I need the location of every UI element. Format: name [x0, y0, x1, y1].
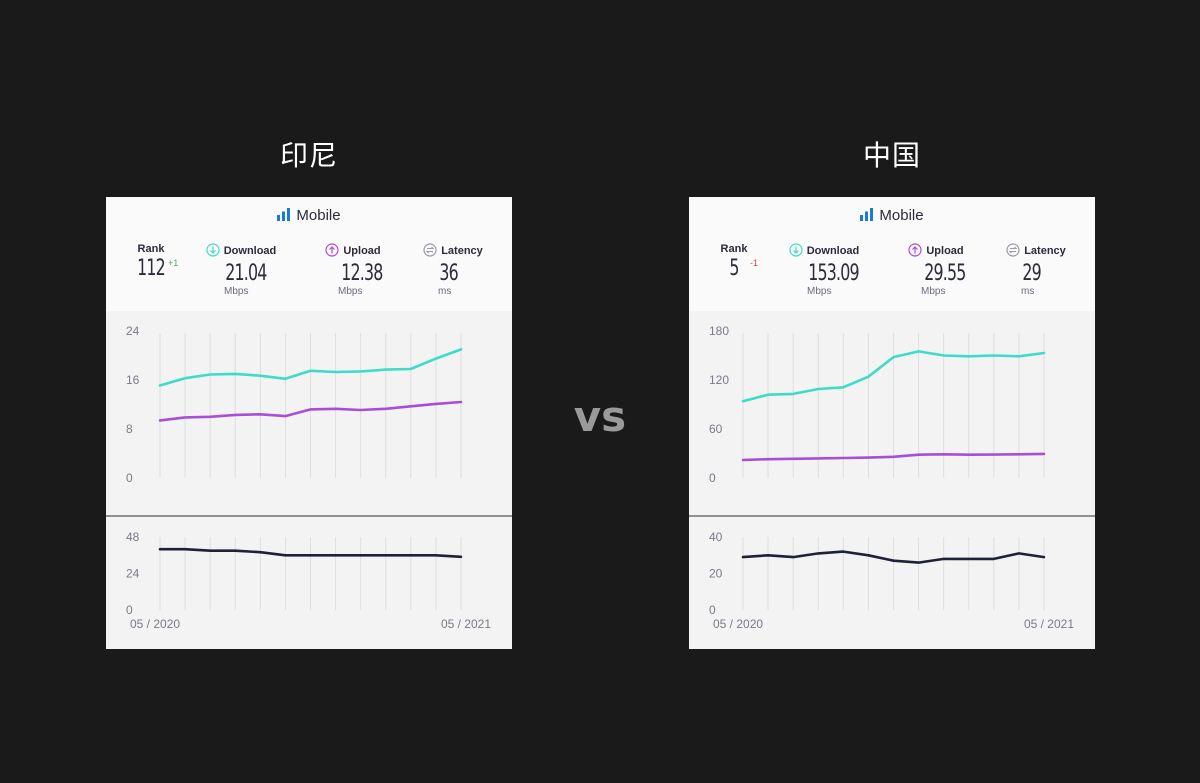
latency-tick-label: 0 [126, 603, 133, 617]
download-label: Download [784, 243, 864, 260]
upload-unit: Mbps [338, 286, 363, 297]
upload-series-line [741, 452, 1046, 462]
panel-header: Mobile Rank 112 +1 Download 21.04 Mbps U… [106, 197, 512, 311]
download-unit: Mbps [224, 286, 249, 297]
mobile-title-text: Mobile [296, 207, 341, 224]
speed-tick-label: 0 [709, 471, 716, 485]
latency-tick-label: 20 [709, 567, 723, 581]
signal-bars-icon [277, 208, 291, 225]
latency-unit: ms [1021, 286, 1035, 297]
panel-right: Mobile Rank 5 -1 Download 153.09 Mbps Up… [689, 197, 1095, 649]
upload-stat: Upload 29.55 Mbps [901, 243, 971, 297]
upload-label: Upload [318, 243, 388, 260]
arrow-up-circle-icon [908, 243, 922, 260]
speed-tick-label: 16 [126, 373, 140, 387]
country-title-left: 印尼 [279, 139, 338, 172]
upload-value: 12.38 [341, 261, 383, 286]
latency-tick-label: 0 [709, 603, 716, 617]
arrow-down-circle-icon [206, 243, 220, 260]
latency-value: 29 [1022, 261, 1041, 286]
x-tick-label-start: 05 / 2020 [130, 617, 180, 631]
download-value: 21.04 [225, 261, 267, 286]
download-label: Download [201, 243, 281, 260]
rank-value: 112 [137, 256, 166, 281]
upload-value: 29.55 [924, 261, 966, 286]
swap-circle-icon [423, 243, 437, 260]
upload-label: Upload [901, 243, 971, 260]
latency-series-line [741, 550, 1046, 564]
latency-stat: Latency 29 ms [1001, 243, 1071, 297]
download-stat: Download 153.09 Mbps [784, 243, 864, 297]
upload-series-line [158, 400, 463, 422]
speed-tick-label: 8 [126, 422, 133, 436]
rank-stat: Rank 5 [713, 243, 755, 281]
arrow-down-circle-icon [789, 243, 803, 260]
mobile-title: Mobile [689, 207, 1095, 225]
x-tick-label-start: 05 / 2020 [713, 617, 763, 631]
country-title-right: 中国 [862, 139, 921, 172]
latency-label: Latency [418, 243, 488, 260]
latency-unit: ms [438, 286, 452, 297]
chart-area: 180 120 60 0 40 20 0 05 / 2020 05 / 2021 [689, 311, 1095, 649]
rank-stat: Rank 112 [130, 243, 172, 281]
download-stat: Download 21.04 Mbps [201, 243, 281, 297]
mobile-title: Mobile [106, 207, 512, 225]
chart-area: 24 16 8 0 48 24 0 05 / 2020 05 / 2021 [106, 311, 512, 649]
vs-label: vs [573, 392, 627, 441]
speed-tick-label: 60 [709, 422, 723, 436]
upload-stat: Upload 12.38 Mbps [318, 243, 388, 297]
rank-label: Rank [137, 243, 165, 255]
signal-bars-icon [860, 208, 874, 225]
swap-circle-icon [1006, 243, 1020, 260]
rank-change-badge: -1 [750, 258, 759, 268]
speed-tick-label: 180 [709, 324, 729, 338]
rank-label: Rank [720, 243, 748, 255]
speed-tick-label: 120 [709, 373, 729, 387]
upload-unit: Mbps [921, 286, 946, 297]
latency-value: 36 [439, 261, 458, 286]
download-series-line [741, 350, 1046, 403]
panel-header: Mobile Rank 5 -1 Download 153.09 Mbps Up… [689, 197, 1095, 311]
speed-tick-label: 24 [126, 324, 140, 338]
rank-change-badge: +1 [168, 258, 179, 268]
download-series-line [158, 348, 463, 387]
mobile-title-text: Mobile [879, 207, 924, 224]
panel-left: Mobile Rank 112 +1 Download 21.04 Mbps U… [106, 197, 512, 649]
latency-series-line [158, 547, 463, 559]
arrow-up-circle-icon [325, 243, 339, 260]
x-tick-label-end: 05 / 2021 [441, 617, 491, 631]
rank-value: 5 [729, 256, 739, 281]
latency-label: Latency [1001, 243, 1071, 260]
latency-tick-label: 48 [126, 530, 140, 544]
latency-tick-label: 40 [709, 530, 723, 544]
x-tick-label-end: 05 / 2021 [1024, 617, 1074, 631]
download-unit: Mbps [807, 286, 832, 297]
latency-stat: Latency 36 ms [418, 243, 488, 297]
latency-tick-label: 24 [126, 567, 140, 581]
download-value: 153.09 [808, 261, 859, 286]
speed-tick-label: 0 [126, 471, 133, 485]
